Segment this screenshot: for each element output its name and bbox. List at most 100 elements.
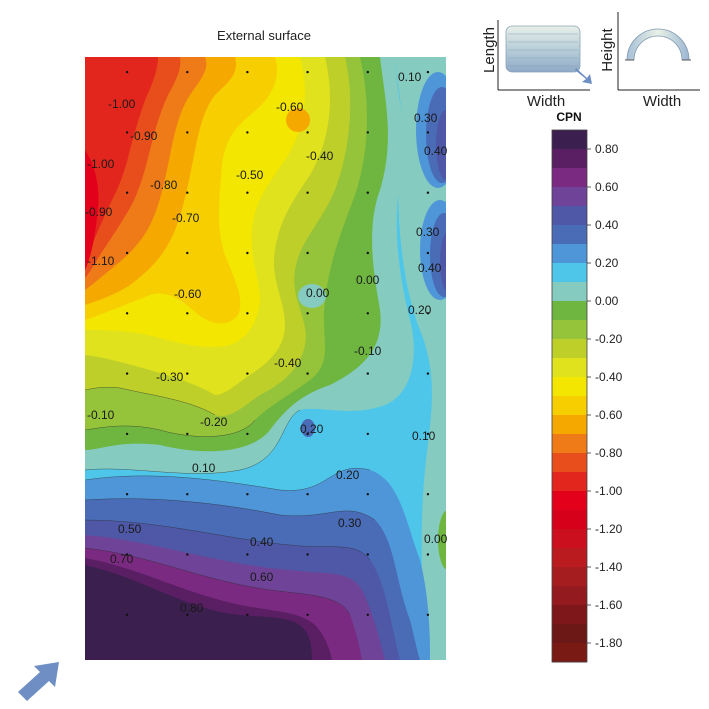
contour-label: 0.70 xyxy=(110,552,134,566)
contour-island-0.00 xyxy=(298,284,326,308)
colorbar-ticks: 0.80 0.60 0.40 0.20 0.00 -0.20 -0.40 -0.60 -0.80… xyxy=(587,142,623,650)
colorbar-band xyxy=(552,320,587,340)
measurement-point xyxy=(246,70,249,74)
contour-label: 0.20 xyxy=(300,422,324,436)
measurement-point xyxy=(186,70,189,74)
measurement-point xyxy=(366,613,369,616)
colorbar-band xyxy=(552,605,587,625)
measurement-point xyxy=(366,191,369,194)
measurement-point xyxy=(186,493,189,496)
inset-plan-tubes xyxy=(505,25,581,73)
contour-label: -0.30 xyxy=(156,370,184,384)
colorbar-tick-label: -0.60 xyxy=(595,408,623,422)
colorbar xyxy=(551,129,588,663)
contour-label: 0.00 xyxy=(356,273,380,287)
contour-plot xyxy=(85,57,446,660)
measurement-point xyxy=(125,432,129,436)
measurement-point xyxy=(366,372,369,375)
wind-direction-arrow-icon xyxy=(18,662,59,701)
colorbar-tick-label: -1.80 xyxy=(595,636,623,650)
measurement-point xyxy=(426,131,430,134)
colorbar-band xyxy=(552,301,587,321)
colorbar-band xyxy=(552,529,587,549)
measurement-point xyxy=(125,312,129,315)
measurement-point xyxy=(186,432,189,436)
colorbar-tick-label: -0.40 xyxy=(595,370,623,384)
contour-label: -1.00 xyxy=(87,157,115,171)
colorbar-band xyxy=(552,415,587,435)
measurement-point xyxy=(306,312,309,315)
measurement-point xyxy=(125,70,129,74)
measurement-point xyxy=(426,432,430,436)
measurement-point xyxy=(246,312,249,315)
colorbar-band xyxy=(552,510,587,530)
measurement-point xyxy=(306,493,309,496)
contour-label: 0.30 xyxy=(414,111,438,125)
colorbar-band xyxy=(552,244,587,264)
colorbar-band xyxy=(552,206,587,226)
colorbar-tick-label: -1.40 xyxy=(595,560,623,574)
contour-band-0.80 xyxy=(85,565,312,660)
contour-label: -0.40 xyxy=(306,149,334,163)
colorbar-band xyxy=(552,225,587,245)
measurement-point xyxy=(306,372,309,375)
measurement-point xyxy=(306,432,309,436)
inset-section-view: Height Width xyxy=(599,12,700,110)
colorbar-band xyxy=(552,358,587,378)
contour-label: -0.10 xyxy=(87,408,115,422)
measurement-point xyxy=(306,70,309,74)
measurement-point xyxy=(125,251,129,255)
colorbar-tick-label: -0.80 xyxy=(595,446,623,460)
measurement-point xyxy=(125,372,129,375)
measurement-point xyxy=(426,251,430,255)
contour-label: -0.40 xyxy=(274,356,302,370)
contour-label: -0.60 xyxy=(276,100,304,114)
measurement-point xyxy=(246,191,249,194)
colorbar-tick-label: -1.60 xyxy=(595,598,623,612)
contour-band--1.00 xyxy=(85,57,158,262)
measurement-point xyxy=(366,312,369,315)
contour-label: 0.40 xyxy=(418,261,442,275)
contour-band--1.10 xyxy=(85,150,99,270)
colorbar-band xyxy=(552,567,587,587)
inset-section-arch xyxy=(626,28,690,61)
contour-label: -0.80 xyxy=(150,178,178,192)
measurement-point xyxy=(246,372,249,375)
inset-plan-tube-lines xyxy=(508,33,578,67)
measurement-point xyxy=(306,191,309,194)
measurement-point xyxy=(426,553,430,556)
measurement-grid xyxy=(125,70,430,616)
contour-island-0.40 xyxy=(440,232,446,292)
measurement-point xyxy=(246,493,249,496)
measurement-point xyxy=(426,191,430,194)
measurement-point xyxy=(306,251,309,255)
contour-label: 0.50 xyxy=(118,522,142,536)
measurement-point xyxy=(186,131,189,134)
contour-label: 0.60 xyxy=(250,570,274,584)
measurement-point xyxy=(306,613,309,616)
colorbar-band xyxy=(552,149,587,169)
contour-labels: 0.10 -1.00 -0.60 0.30 -0.90 0.40 -0.40 -1.00 -0.… xyxy=(85,70,448,615)
measurement-point xyxy=(125,493,129,496)
colorbar-tick-label: 0.20 xyxy=(595,256,619,270)
measurement-point xyxy=(306,553,309,556)
contour-label: -0.70 xyxy=(172,211,200,225)
inset-section-ylabel: Height xyxy=(599,27,616,71)
contour-label: -0.10 xyxy=(354,344,382,358)
colorbar-band xyxy=(552,453,587,473)
colorbar-band xyxy=(552,339,587,359)
colorbar-band xyxy=(552,396,587,416)
contour-label: -0.60 xyxy=(174,287,202,301)
measurement-point xyxy=(125,131,129,134)
contour-label: -0.20 xyxy=(200,415,228,429)
colorbar-tick-label: -1.00 xyxy=(595,484,623,498)
measurement-point xyxy=(366,251,369,255)
colorbar-band xyxy=(552,586,587,606)
inset-plan-view: Length Width xyxy=(481,20,592,110)
measurement-point xyxy=(186,553,189,556)
contour-label: 0.20 xyxy=(408,303,432,317)
measurement-point xyxy=(246,131,249,134)
colorbar-band xyxy=(552,548,587,568)
chart-title: External surface xyxy=(217,28,311,43)
